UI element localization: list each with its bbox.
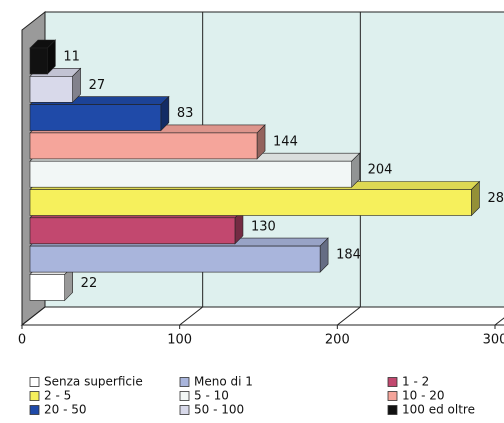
legend-swatch — [387, 391, 398, 401]
bar-front — [29, 217, 236, 245]
floor-grid-line — [21, 306, 46, 326]
value-label: 280 — [487, 191, 504, 206]
legend-label: Senza superficie — [44, 375, 143, 389]
value-label: 11 — [63, 50, 80, 65]
legend-swatch — [29, 391, 40, 401]
floor — [20, 306, 504, 326]
value-label: 83 — [177, 106, 194, 121]
legend-label: 1 - 2 — [402, 375, 429, 389]
legend-swatch — [387, 405, 398, 415]
legend-swatch — [29, 405, 40, 415]
value-label: 130 — [251, 219, 276, 234]
x-tick-label: 0 — [18, 333, 26, 348]
legend-label: 10 - 20 — [402, 389, 445, 403]
value-label: 27 — [89, 78, 106, 93]
value-label: 144 — [273, 134, 298, 149]
floor-grid-line — [337, 306, 361, 326]
bar-front — [29, 47, 48, 75]
bar-front — [29, 245, 321, 273]
legend-label: 100 ed oltre — [402, 403, 475, 417]
x-tick-label: 200 — [325, 333, 350, 348]
bar-front — [29, 104, 162, 131]
x-tick-label: 300 — [483, 333, 504, 348]
value-label: 204 — [368, 163, 393, 178]
x-tick-label: 100 — [167, 333, 192, 348]
value-label: 22 — [81, 276, 98, 291]
legend-label: 5 - 10 — [194, 389, 229, 403]
legend-swatch — [179, 391, 190, 401]
legend-label: 50 - 100 — [194, 403, 244, 417]
legend-swatch — [29, 377, 40, 387]
value-label: 184 — [336, 248, 361, 263]
legend-swatch — [179, 405, 190, 415]
bar — [29, 237, 329, 273]
legend-swatch — [179, 377, 190, 387]
bar-front — [29, 132, 258, 160]
bar — [29, 39, 57, 75]
bar-front — [29, 160, 352, 188]
legend-swatch — [387, 377, 398, 387]
legend-label: Meno di 1 — [194, 375, 253, 389]
legend-label: 2 - 5 — [44, 389, 71, 403]
bar-front — [29, 76, 73, 103]
floor-grid-line — [494, 317, 504, 326]
legend-label: 20 - 50 — [44, 403, 87, 417]
bar-front — [29, 274, 65, 301]
bar-front — [29, 189, 472, 216]
floor-grid-line — [179, 306, 203, 326]
